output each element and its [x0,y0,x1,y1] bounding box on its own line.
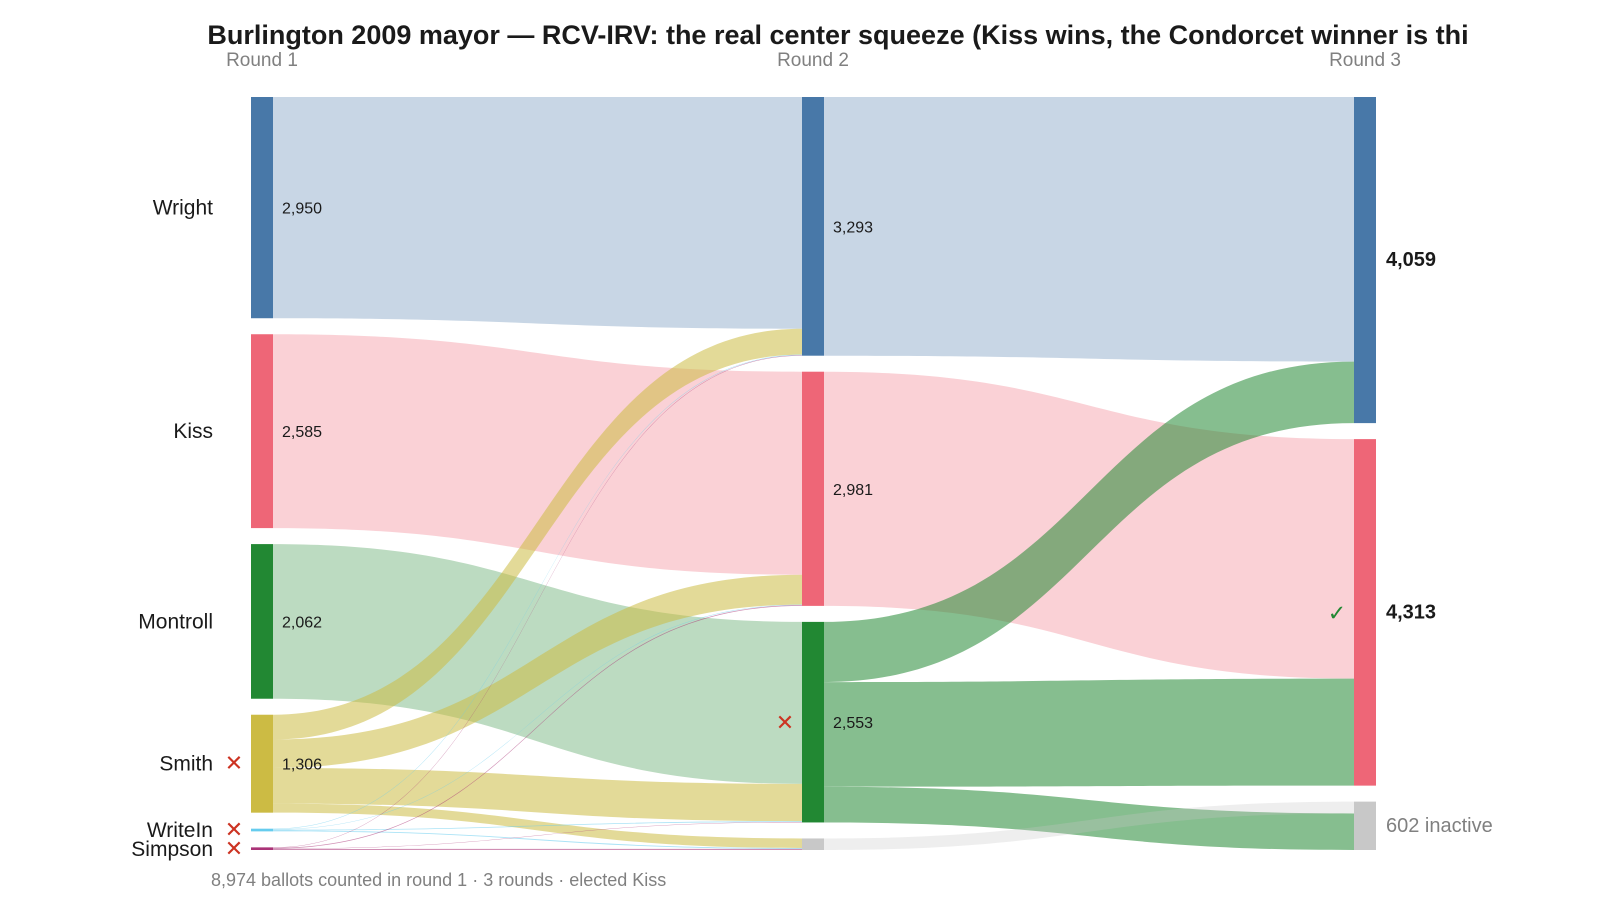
candidate-label-wright: Wright [153,197,213,220]
link-r2-montroll-to-wright [824,361,1354,683]
node-r3-inactive [1354,801,1376,850]
node-r2-kiss [802,371,824,606]
value-label-r3-wright: 4,059 [1386,249,1436,271]
link-r1-writein-to-montroll [273,821,802,831]
link-r1-smith-to-montroll [273,767,802,822]
round-label-2: Round 2 [777,50,849,71]
footnote: 8,974 ballots counted in round 1 · 3 rou… [211,870,666,890]
eliminated-mark-r2-montroll: ✕ [776,711,794,736]
node-r2-wright [802,97,824,356]
node-labels: Wright Kiss Montroll Smith ✕ WriteIn ✕ Simpson ✕… [131,197,1492,862]
link-r1-wright-to-wright [273,97,802,329]
node-r1-wright [251,97,273,319]
node-r1-writein [251,828,273,832]
round-label-1: Round 1 [226,50,298,71]
winner-check-icon: ✓ [1328,601,1346,626]
value-label-r3-inactive: 602 inactive [1386,815,1493,837]
candidate-label-writein: WriteIn [147,819,213,842]
eliminated-mark-smith: ✕ [225,752,243,777]
value-label-r1-montroll: 2,062 [282,614,322,631]
link-r1-simpson-to-wright [273,355,802,848]
node-r1-simpson [251,847,273,850]
link-r1-simpson-to-kiss [273,605,802,849]
link-r1-writein-to-wright [273,354,802,830]
node-r2-montroll [802,621,824,823]
node-r3-kiss [1354,439,1376,786]
value-label-r1-kiss: 2,585 [282,424,322,441]
transfer-links [273,97,1354,850]
candidate-label-smith: Smith [159,753,213,776]
candidate-label-simpson: Simpson [131,838,213,861]
link-r2-montroll-to-inactive [824,786,1354,850]
link-r1-simpson-to-montroll [273,822,802,849]
link-r2-inactive-to-inactive [824,801,1354,850]
candidate-label-kiss: Kiss [173,420,213,443]
link-r2-montroll-to-kiss [824,678,1354,787]
node-r2-inactive [802,838,824,850]
value-label-r3-kiss: 4,313 [1386,601,1436,623]
round-labels: Round 1 Round 2 Round 3 [226,50,1401,71]
value-label-r2-kiss: 2,981 [833,482,873,499]
link-r1-smith-to-kiss [273,574,802,768]
link-r2-wright-to-wright [824,97,1354,362]
value-label-r2-montroll: 2,553 [833,715,873,732]
node-r3-wright [1354,97,1376,424]
node-r1-montroll [251,544,273,699]
link-r1-writein-to-kiss [273,604,802,830]
eliminated-mark-simpson: ✕ [225,837,243,862]
candidate-nodes [251,97,1376,850]
value-label-r2-wright: 3,293 [833,219,873,236]
link-r1-smith-to-wright [273,328,802,740]
link-r1-writein-to-inactive [273,830,802,849]
round-label-3: Round 3 [1329,50,1401,71]
eliminated-mark-writein: ✕ [225,818,243,843]
value-label-r1-wright: 2,950 [282,201,322,218]
candidate-label-montroll: Montroll [138,610,213,633]
link-r1-simpson-to-inactive [273,848,802,850]
node-r1-kiss [251,334,273,529]
node-r1-smith [251,714,273,813]
chart-title: Burlington 2009 mayor — RCV-IRV: the rea… [207,20,1468,50]
value-label-r1-smith: 1,306 [282,757,322,774]
